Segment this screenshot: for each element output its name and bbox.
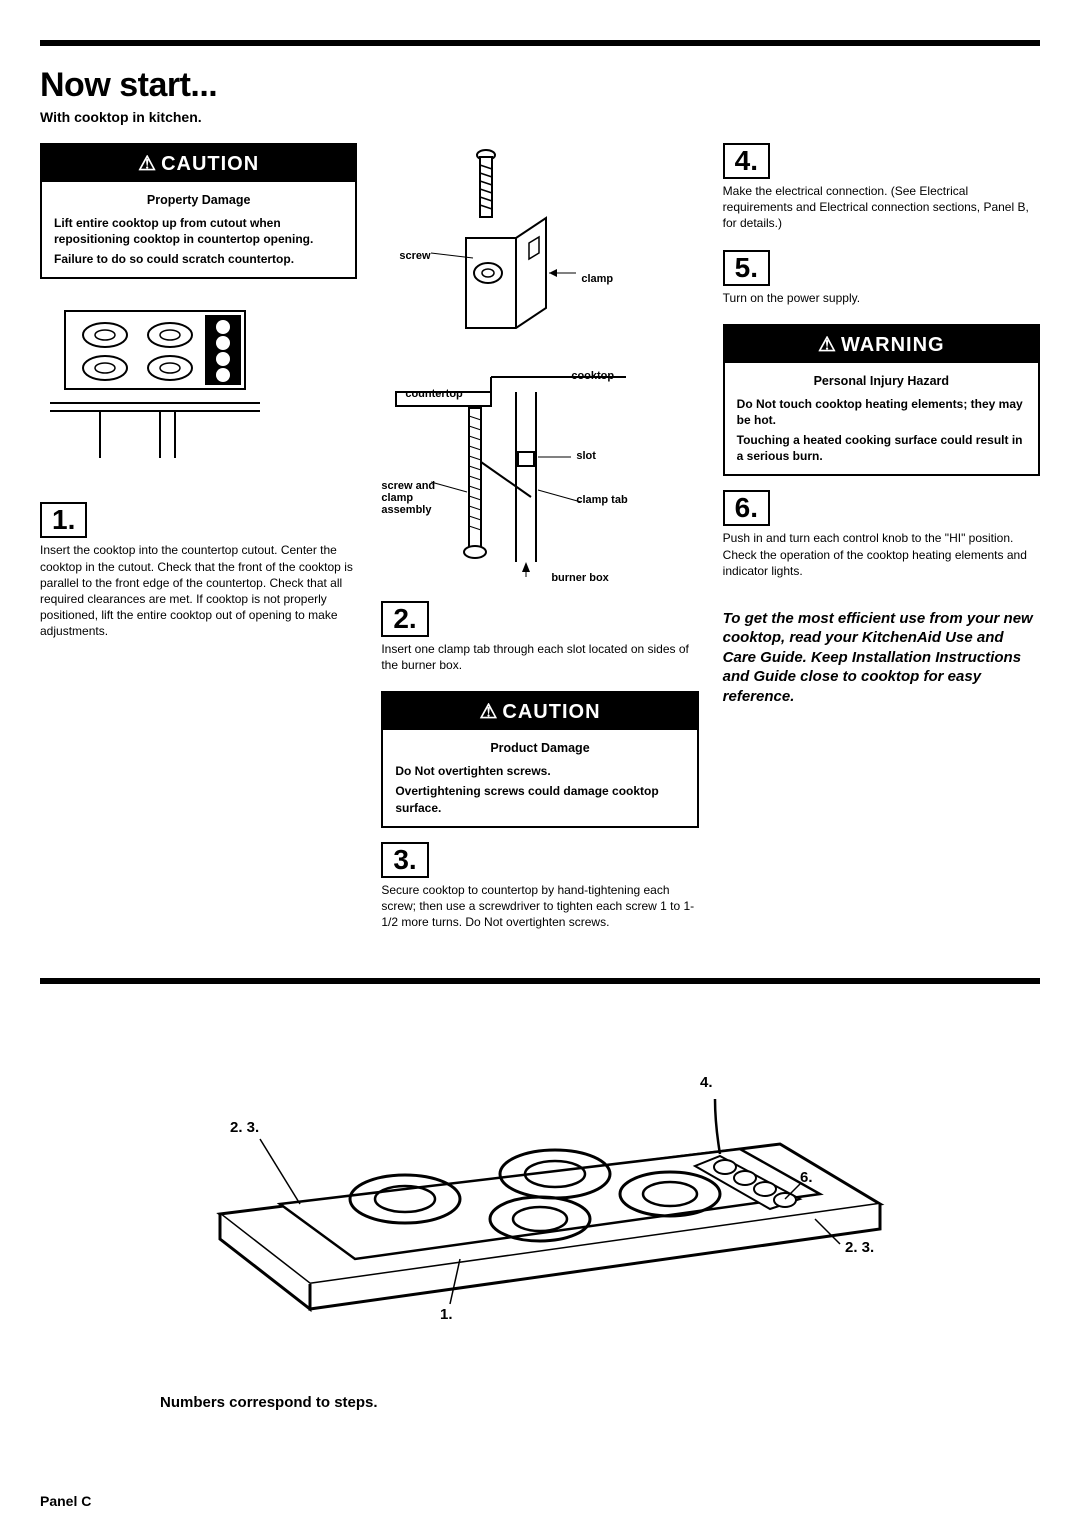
warning-line2-1: Touching a heated cooking surface could …: [737, 433, 1023, 463]
label-clamp-tab: clamp tab: [576, 494, 627, 506]
screw-clamp-svg: [381, 143, 641, 343]
warning-label-1: WARNING: [841, 334, 945, 356]
step-text-6: Push in and turn each control knob to th…: [723, 530, 1040, 579]
step-text-5: Turn on the power supply.: [723, 290, 1040, 306]
column-1: ⚠CAUTION Property Damage Lift entire coo…: [40, 143, 357, 948]
caution-heading-2: ⚠CAUTION: [383, 693, 696, 730]
caution-line2-2: Overtightening screws could damage cookt…: [395, 784, 658, 814]
step-text-2: Insert one clamp tab through each slot l…: [381, 641, 698, 673]
diagram-screw-clamp: screw clamp: [381, 143, 698, 348]
footer-note: Numbers correspond to steps.: [160, 1394, 1040, 1413]
step-text-4: Make the electrical connection. (See Ele…: [723, 183, 1040, 232]
callout-23a: 2. 3.: [230, 1119, 259, 1136]
page-subtitle: With cooktop in kitchen.: [40, 109, 1040, 125]
caution-label-1: CAUTION: [161, 153, 259, 175]
warning-body-1: Personal Injury Hazard Do Not touch cook…: [725, 363, 1038, 475]
callout-1: 1.: [440, 1306, 453, 1323]
step-number-6: 6.: [723, 490, 770, 526]
warning-heading-1: ⚠WARNING: [725, 326, 1038, 363]
label-slot: slot: [576, 450, 596, 462]
rule-top: [40, 40, 1040, 46]
label-screw: screw: [399, 250, 430, 262]
diagram-step1: [40, 293, 357, 488]
caution-heading-1: ⚠CAUTION: [42, 145, 355, 182]
caution-line1-2: Do Not overtighten screws.: [395, 764, 550, 778]
step-number-3: 3.: [381, 842, 428, 878]
label-countertop: countertop: [405, 388, 462, 400]
column-2: screw clamp: [381, 143, 698, 948]
caution-box-2: ⚠CAUTION Product Damage Do Not overtight…: [381, 691, 698, 827]
panel-label: Panel C: [40, 1493, 1040, 1509]
warning-triangle-icon: ⚠: [138, 153, 157, 175]
caution-line1-1: Lift entire cooktop up from cutout when …: [54, 216, 313, 246]
step-number-4: 4.: [723, 143, 770, 179]
step-number-1: 1.: [40, 502, 87, 538]
warning-box-1: ⚠WARNING Personal Injury Hazard Do Not t…: [723, 324, 1040, 477]
caution-box-1: ⚠CAUTION Property Damage Lift entire coo…: [40, 143, 357, 279]
label-burner-box: burner box: [551, 572, 608, 584]
assembled-cooktop-svg: [160, 1044, 920, 1344]
caution-label-2: CAUTION: [502, 701, 600, 723]
caution-hazard-1: Property Damage: [54, 192, 343, 209]
label-cooktop: cooktop: [571, 370, 614, 382]
efficient-use-note: To get the most efficient use from your …: [723, 609, 1040, 707]
caution-body-1: Property Damage Lift entire cooktop up f…: [42, 182, 355, 277]
caution-line2-1: Failure to do so could scratch counterto…: [54, 252, 294, 266]
caution-body-2: Product Damage Do Not overtighten screws…: [383, 730, 696, 825]
warning-triangle-icon: ⚠: [818, 334, 837, 356]
step-number-5: 5.: [723, 250, 770, 286]
label-clamp: clamp: [581, 273, 613, 285]
rule-mid: [40, 978, 1040, 984]
callout-6: 6.: [800, 1169, 813, 1186]
callout-4: 4.: [700, 1074, 713, 1091]
step-text-1: Insert the cooktop into the countertop c…: [40, 542, 357, 639]
callout-23b: 2. 3.: [845, 1239, 874, 1256]
column-3: 4. Make the electrical connection. (See …: [723, 143, 1040, 948]
label-screw-clamp: screw and clamp assembly: [381, 480, 461, 516]
bottom-diagram: 4. 2. 3. 2. 3. 6. 1.: [160, 1044, 920, 1344]
step-number-2: 2.: [381, 601, 428, 637]
cooktop-cutout-svg: [40, 293, 270, 483]
diagram-section: countertop cooktop slot screw and clamp …: [381, 362, 698, 587]
caution-hazard-2: Product Damage: [395, 740, 684, 757]
page-title: Now start...: [40, 66, 1040, 105]
step-text-3: Secure cooktop to countertop by hand-tig…: [381, 882, 698, 931]
main-columns: ⚠CAUTION Property Damage Lift entire coo…: [40, 143, 1040, 948]
warning-hazard-1: Personal Injury Hazard: [737, 373, 1026, 390]
warning-triangle-icon: ⚠: [479, 701, 498, 723]
warning-line1-1: Do Not touch cooktop heating elements; t…: [737, 397, 1023, 427]
bottom-section: 4. 2. 3. 2. 3. 6. 1. Numbers correspond …: [40, 1044, 1040, 1413]
